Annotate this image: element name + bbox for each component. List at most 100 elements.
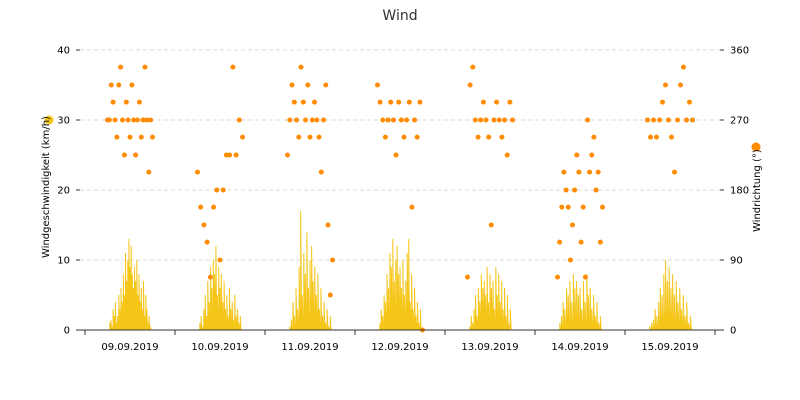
direction-point [645,117,650,123]
direction-point [483,117,489,123]
direction-point [648,134,653,140]
direction-point [580,204,586,210]
direction-point [123,99,129,105]
direction-point [578,239,584,245]
x-tick-label: 12.09.2019 [371,342,428,353]
direction-point [657,117,662,123]
direction-point [305,82,311,88]
y-tick-label: 40 [57,46,70,57]
direction-point [204,239,210,245]
direction-point [195,169,200,175]
speed-legend-marker [44,115,54,125]
direction-point [499,134,505,140]
direction-point [385,117,391,123]
direction-point [576,169,582,175]
direction-point [666,117,671,123]
direction-point [230,64,236,70]
direction-point [595,169,601,175]
direction-point [472,117,478,123]
direction-point [491,117,497,123]
direction-point [150,134,155,140]
direction-point [561,169,567,175]
direction-point [488,222,494,228]
direction-point [112,117,118,123]
direction-point [593,187,599,193]
x-tick-label: 13.09.2019 [461,342,518,353]
direction-point [567,257,573,263]
direction-point [587,169,593,175]
direction-point [312,99,317,105]
direction-point [375,82,380,88]
direction-point [207,274,213,280]
y-tick-label: 20 [57,186,70,197]
direction-point [114,134,120,140]
direction-point [480,99,486,105]
y2-tick-label: 180 [730,186,749,197]
speed-line-day [559,273,602,331]
direction-point [393,152,399,158]
direction-point [133,152,139,158]
x-tick-label: 15.09.2019 [641,342,698,353]
direction-point [287,117,293,123]
direction-point [496,117,502,123]
y-tick-label: 0 [64,326,70,337]
direction-point [467,82,473,88]
direction-point [494,99,500,105]
direction-point [678,82,683,88]
direction-point [291,99,297,105]
y2-axis-ticks: 0 90 180 270 360 [720,46,749,337]
direction-point [651,117,656,123]
direction-point [146,169,152,175]
y2-tick-label: 90 [730,256,743,267]
speed-line-day [109,238,152,331]
direction-legend-marker [751,142,761,152]
direction-point [398,117,404,123]
direction-point [316,134,322,140]
x-tick-label: 10.09.2019 [191,342,248,353]
direction-point [220,187,226,193]
direction-point [654,134,659,140]
direction-point [309,117,315,123]
direction-point [565,204,571,210]
direction-point [325,222,331,228]
direction-point [478,117,484,123]
direction-point [591,134,597,140]
direction-point [684,117,689,123]
direction-point [135,117,140,123]
direction-point [298,64,304,70]
direction-point [233,152,239,158]
direction-point [390,117,396,123]
direction-point [570,222,575,228]
direction-point [144,117,150,123]
y-axis-label: Windgeschwindigkeit (km/h) [41,116,52,258]
direction-point [396,99,402,105]
direction-point [201,222,207,228]
x-tick-label: 09.09.2019 [101,342,158,353]
direction-point [131,117,137,123]
y2-tick-label: 0 [730,326,736,337]
direction-point [388,99,394,105]
direction-point [507,99,513,105]
direction-point [300,99,306,105]
direction-point [557,239,563,245]
y-tick-label: 30 [57,116,70,127]
direction-point [572,187,578,193]
direction-point [672,169,677,175]
direction-point [142,64,148,70]
direction-point [510,117,515,123]
direction-point [669,134,674,140]
direction-point [486,134,492,140]
direction-point [294,117,299,123]
x-tick-label: 14.09.2019 [551,342,608,353]
y2-tick-label: 270 [730,116,749,127]
direction-point [597,239,603,245]
direction-point [127,134,133,140]
direction-point [330,257,335,263]
direction-point [470,64,476,70]
direction-point [138,134,144,140]
direction-point [404,117,410,123]
direction-point [108,82,114,88]
direction-point [110,99,116,105]
speed-line-day [649,259,692,331]
